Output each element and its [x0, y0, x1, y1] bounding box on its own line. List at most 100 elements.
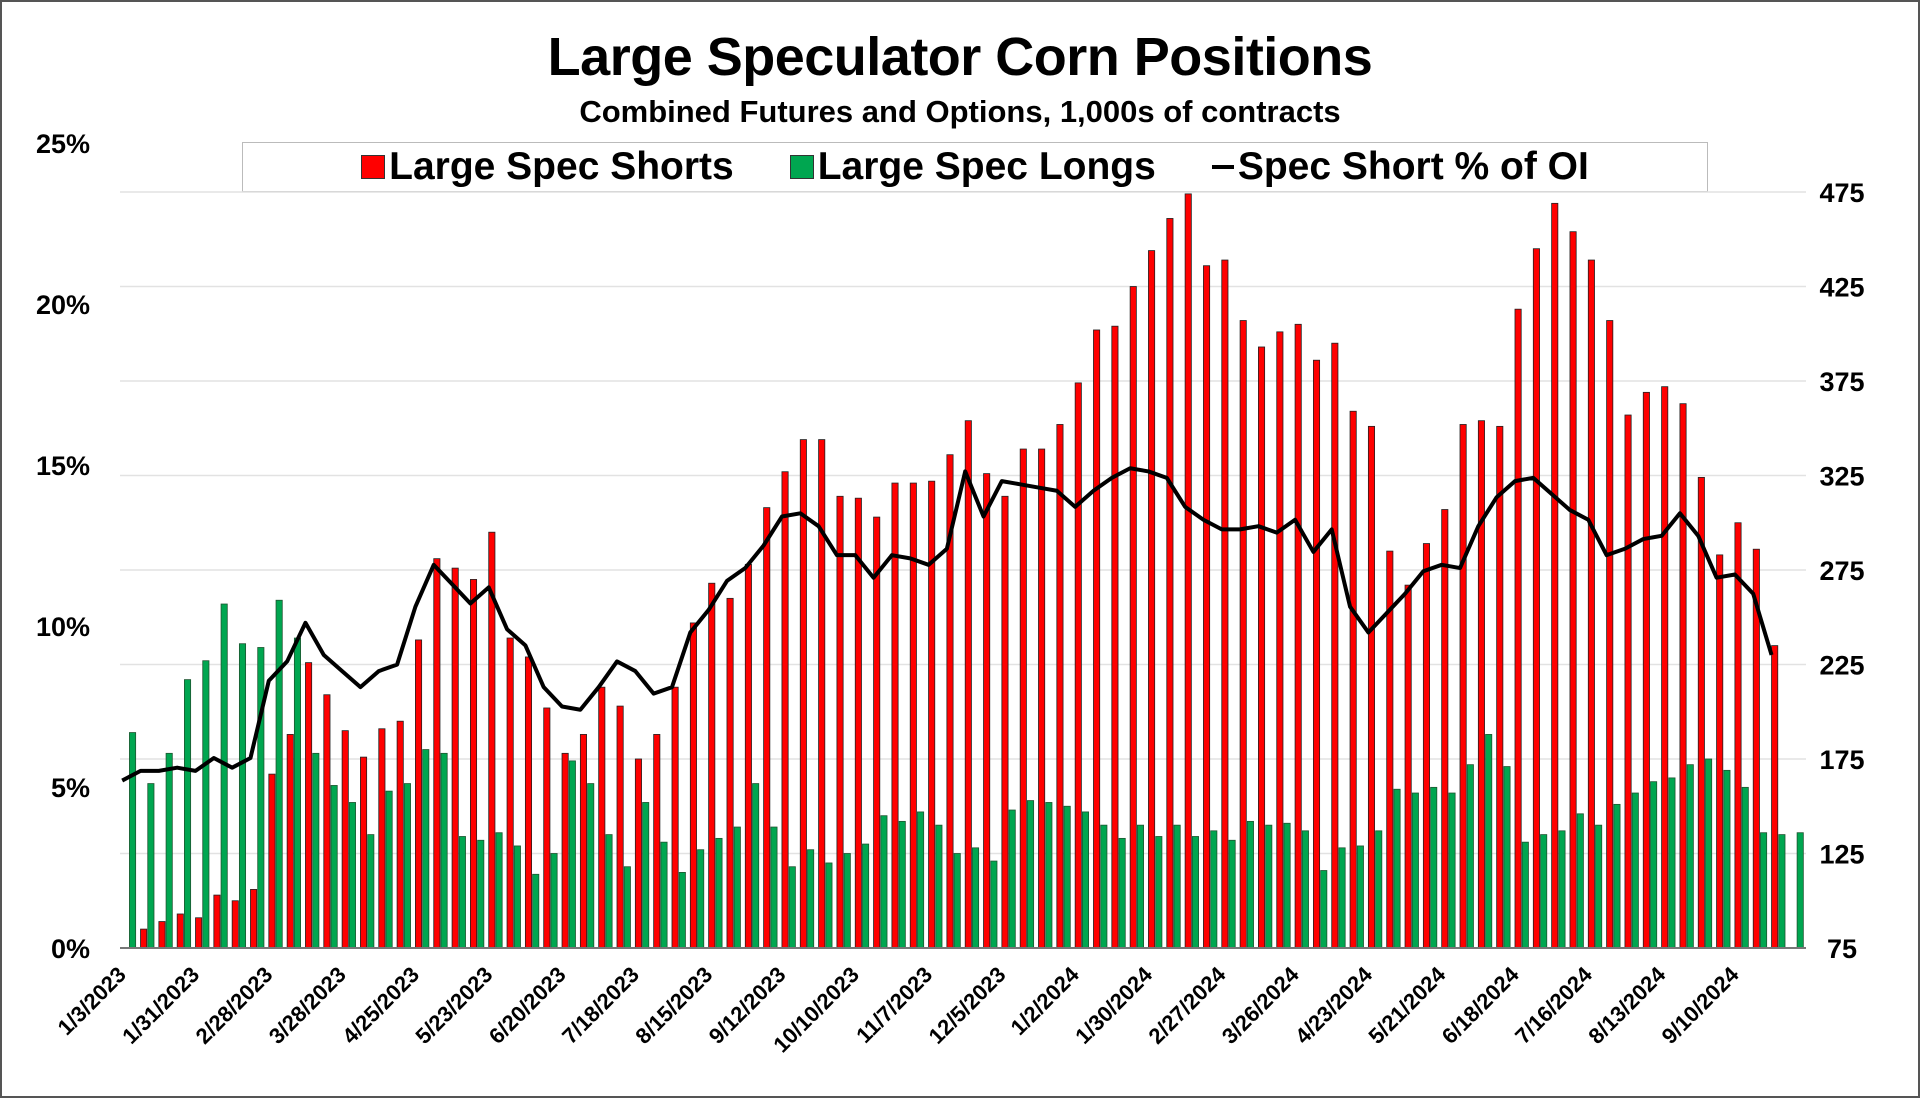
- shorts-bar: [854, 497, 862, 949]
- shorts-bar: [964, 420, 972, 949]
- x-axis-tick: 3/28/2023: [264, 962, 351, 1049]
- longs-bar: [220, 603, 228, 949]
- longs-bar: [550, 853, 558, 949]
- longs-bar: [1393, 788, 1401, 949]
- longs-bar: [1521, 841, 1529, 949]
- longs-bar: [1155, 836, 1163, 949]
- shorts-bar: [158, 921, 166, 949]
- shorts-bar: [634, 758, 642, 949]
- shorts-bar: [250, 889, 258, 949]
- longs-bar: [1081, 811, 1090, 949]
- shorts-bar: [1203, 265, 1211, 949]
- right-axis-tick: 375: [1819, 367, 1864, 397]
- shorts-bar: [781, 471, 789, 949]
- shorts-bar: [836, 495, 844, 949]
- longs-bar: [587, 783, 595, 949]
- longs-bar: [1173, 824, 1181, 949]
- shorts-bar: [1056, 424, 1064, 949]
- shorts-bar: [1532, 248, 1540, 949]
- longs-bar: [403, 783, 411, 949]
- shorts-bar: [1624, 414, 1632, 949]
- shorts-bar: [1312, 359, 1321, 949]
- shorts-bar: [1038, 448, 1046, 949]
- shorts-bar: [1001, 495, 1009, 949]
- longs-bar: [807, 849, 815, 949]
- x-axis-tick: 9/10/2024: [1657, 961, 1744, 1048]
- shorts-bar: [1111, 325, 1119, 949]
- right-axis-tick: 475: [1819, 178, 1864, 208]
- longs-bar: [1503, 766, 1511, 949]
- shorts-bar: [726, 597, 734, 949]
- shorts-bar: [323, 694, 331, 949]
- shorts-bar: [1551, 202, 1559, 949]
- longs-bar: [788, 866, 796, 949]
- longs-bar: [477, 839, 485, 949]
- longs-bar: [825, 862, 833, 949]
- longs-bar: [1576, 813, 1584, 949]
- longs-bar: [1485, 734, 1493, 949]
- shorts-bar: [579, 734, 587, 949]
- shorts-bar: [1367, 425, 1376, 949]
- longs-bar: [1741, 786, 1749, 949]
- longs-bar: [1027, 800, 1035, 949]
- left-axis-tick: 0%: [51, 934, 90, 964]
- longs-bar: [1283, 822, 1291, 949]
- shorts-bar: [1661, 386, 1669, 949]
- x-axis-tick: 11/7/2023: [851, 962, 937, 1048]
- shorts-bar: [928, 480, 936, 949]
- longs-bar: [513, 845, 521, 949]
- shorts-bar: [763, 507, 771, 949]
- right-axis-tick: 175: [1819, 745, 1864, 775]
- longs-bar: [367, 834, 375, 949]
- longs-bar: [1100, 824, 1108, 949]
- longs-bar: [202, 660, 210, 949]
- shorts-bar: [1477, 420, 1485, 949]
- x-axis-tick: 7/18/2023: [557, 962, 644, 1049]
- longs-bar: [458, 836, 466, 949]
- shorts-bar: [1184, 193, 1192, 949]
- longs-bar: [1631, 792, 1639, 949]
- longs-bar: [1191, 836, 1199, 949]
- shorts-bar: [1459, 424, 1467, 949]
- longs-bar: [238, 643, 247, 949]
- longs-bar: [1045, 802, 1053, 949]
- left-axis-tick: 15%: [36, 451, 90, 481]
- longs-bar: [898, 820, 906, 949]
- shorts-bar: [1569, 231, 1577, 949]
- longs-bar: [1540, 834, 1548, 949]
- shorts-bar: [873, 516, 881, 949]
- longs-bar: [1650, 781, 1658, 949]
- shorts-bar: [1771, 645, 1779, 949]
- longs-bar: [1210, 830, 1218, 949]
- chart-title: Large Speculator Corn Positions: [547, 27, 1373, 87]
- shorts-bar: [1496, 425, 1504, 949]
- longs-bar: [972, 847, 980, 949]
- longs-bar: [165, 752, 173, 949]
- shorts-bar: [1642, 391, 1650, 949]
- left-axis-tick: 10%: [36, 612, 90, 642]
- legend-label-shorts: Large Spec Shorts: [389, 145, 734, 188]
- short-pct-line: [121, 466, 1774, 783]
- chart-subtitle: Combined Futures and Options, 1,000s of …: [579, 94, 1341, 129]
- shorts-bar: [1404, 584, 1412, 949]
- longs-bar: [1705, 758, 1713, 949]
- shorts-bar: [1093, 329, 1101, 949]
- legend-item-longs: Large Spec Longs: [789, 145, 1156, 189]
- longs-bar: [348, 802, 356, 949]
- longs-bar: [1118, 837, 1126, 949]
- shorts-bar: [543, 707, 551, 949]
- shorts-bar: [671, 686, 679, 949]
- longs-bar: [1686, 764, 1694, 949]
- shorts-bar: [616, 705, 624, 949]
- longs-bar: [385, 790, 393, 949]
- right-axis-tick: 275: [1819, 556, 1864, 586]
- shorts-bar: [469, 579, 478, 949]
- longs-bar: [623, 866, 631, 949]
- longs-bar: [275, 599, 283, 949]
- shorts-bar: [1074, 382, 1082, 949]
- longs-bar: [568, 760, 576, 949]
- shorts-bar: [415, 639, 423, 949]
- longs-bar: [532, 873, 540, 949]
- longs-bar: [1448, 792, 1456, 949]
